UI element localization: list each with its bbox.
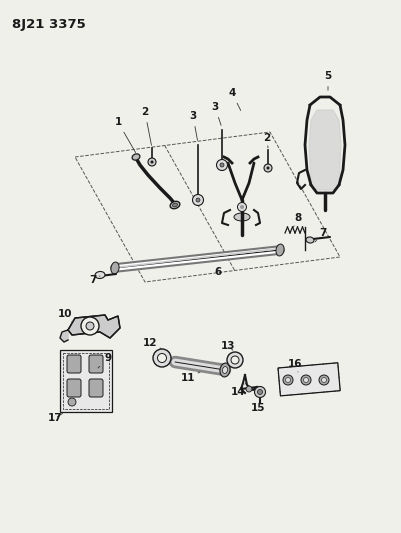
Bar	[63, 353, 109, 409]
Circle shape	[216, 159, 227, 171]
Text: 3: 3	[211, 102, 221, 125]
Circle shape	[300, 375, 310, 385]
FancyBboxPatch shape	[67, 355, 81, 373]
Text: 10: 10	[58, 309, 72, 322]
Text: 8J21 3375: 8J21 3375	[12, 18, 85, 31]
Polygon shape	[68, 315, 120, 338]
Text: 8: 8	[292, 213, 301, 228]
Ellipse shape	[219, 363, 229, 377]
FancyBboxPatch shape	[67, 379, 81, 397]
Circle shape	[148, 158, 156, 166]
Circle shape	[157, 353, 166, 362]
Circle shape	[237, 203, 246, 212]
Ellipse shape	[233, 213, 249, 221]
FancyBboxPatch shape	[89, 355, 103, 373]
Circle shape	[321, 377, 326, 383]
Ellipse shape	[222, 367, 227, 374]
Circle shape	[303, 377, 308, 383]
Text: 7: 7	[314, 228, 326, 242]
FancyBboxPatch shape	[89, 379, 103, 397]
Ellipse shape	[95, 271, 105, 279]
Text: 2: 2	[141, 107, 151, 146]
Ellipse shape	[172, 203, 177, 207]
Circle shape	[282, 375, 292, 385]
Text: 15: 15	[250, 398, 265, 413]
Circle shape	[153, 349, 170, 367]
Ellipse shape	[132, 154, 140, 160]
Polygon shape	[60, 330, 68, 342]
Polygon shape	[308, 110, 340, 190]
Circle shape	[257, 390, 262, 394]
Ellipse shape	[170, 201, 179, 209]
Text: 3: 3	[189, 111, 197, 140]
Circle shape	[266, 166, 269, 169]
Text: 12: 12	[142, 338, 162, 349]
Ellipse shape	[111, 262, 119, 274]
Circle shape	[245, 386, 251, 392]
Bar	[277, 363, 339, 396]
Circle shape	[68, 398, 76, 406]
Circle shape	[231, 356, 239, 364]
Text: 2: 2	[263, 133, 270, 148]
Circle shape	[192, 195, 203, 206]
Circle shape	[239, 205, 243, 209]
Text: 17: 17	[48, 413, 63, 423]
Text: 13: 13	[220, 341, 235, 351]
Text: 4: 4	[228, 88, 240, 110]
Circle shape	[81, 317, 99, 335]
Circle shape	[227, 352, 242, 368]
Circle shape	[318, 375, 328, 385]
Circle shape	[263, 164, 271, 172]
Ellipse shape	[275, 244, 284, 256]
Ellipse shape	[305, 237, 313, 243]
Text: 11: 11	[180, 372, 200, 383]
Circle shape	[254, 386, 265, 398]
Circle shape	[196, 198, 200, 202]
Text: 6: 6	[214, 267, 221, 277]
Circle shape	[86, 322, 94, 330]
Circle shape	[150, 160, 153, 164]
Text: 16: 16	[287, 359, 302, 372]
Text: 7: 7	[89, 275, 100, 285]
Text: 1: 1	[114, 117, 135, 152]
Bar	[60, 350, 112, 412]
Bar	[277, 363, 339, 396]
Circle shape	[219, 163, 223, 167]
Text: 9: 9	[98, 353, 111, 368]
Text: 14: 14	[230, 383, 245, 397]
Text: 5: 5	[324, 71, 331, 90]
Circle shape	[285, 377, 290, 383]
